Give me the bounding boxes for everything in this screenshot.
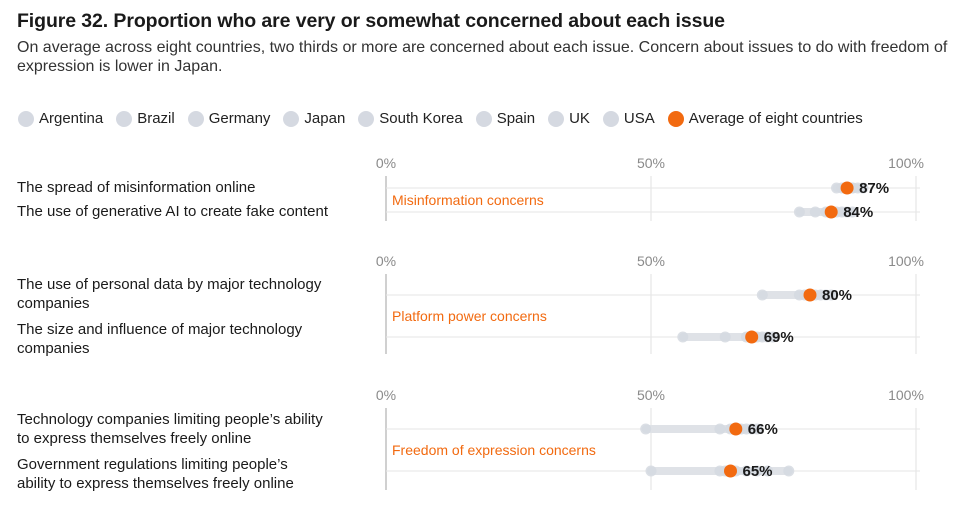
average-dot xyxy=(745,330,759,344)
row-label-line: to express themselves freely online xyxy=(17,430,251,447)
average-value-label: 87% xyxy=(859,180,889,197)
tick-label: 50% xyxy=(637,253,665,269)
average-dot xyxy=(724,464,737,478)
legend-label: Japan xyxy=(304,110,346,127)
row-label: Technology companies limiting people’s a… xyxy=(17,411,323,447)
country-dot xyxy=(756,289,768,301)
legend-swatch xyxy=(283,110,300,127)
legend: Argentina Brazil Germany Japan South Kor… xyxy=(18,110,876,127)
legend-item-japan[interactable]: Japan xyxy=(283,110,345,127)
row-label-line: The size and influence of major technolo… xyxy=(17,321,303,338)
average-dot xyxy=(803,288,817,302)
country-dot xyxy=(809,206,821,218)
legend-swatch xyxy=(548,110,565,127)
row-label-line: companies xyxy=(17,295,90,312)
group-label: Platform power concerns xyxy=(392,308,547,324)
legend-item-usa[interactable]: USA xyxy=(602,110,655,127)
legend-item-spain[interactable]: Spain xyxy=(475,110,536,127)
average-value-label: 84% xyxy=(843,204,873,221)
legend-swatch xyxy=(475,110,492,127)
row-label: The use of generative AI to create fake … xyxy=(17,203,329,220)
country-dot xyxy=(825,289,837,301)
country-dot xyxy=(767,331,779,343)
country-dot xyxy=(857,182,869,194)
row-label-line: ability to express themselves freely onl… xyxy=(17,475,294,492)
legend-swatch xyxy=(18,110,34,127)
legend-item-brazil[interactable]: Brazil xyxy=(116,110,175,127)
row-label-line: Government regulations limiting people’s xyxy=(17,456,288,473)
legend-label: South Korea xyxy=(379,110,463,127)
tick-label: 0% xyxy=(376,253,396,269)
tick-label: 0% xyxy=(376,155,396,171)
tick-label: 50% xyxy=(637,387,665,403)
average-dot xyxy=(729,422,743,436)
country-dot xyxy=(793,206,805,218)
legend-swatch xyxy=(116,110,133,127)
panel-3: 0% 50% 100% Freedom of expression concerns T… xyxy=(17,387,924,492)
row-label: The use of personal data by major techno… xyxy=(17,276,322,312)
panel-2: 0% 50% 100% Platform power concerns The use … xyxy=(17,253,924,357)
average-value-label: 66% xyxy=(748,421,778,438)
country-dot xyxy=(640,423,652,435)
chart-subtitle: On average across eight countries, two t… xyxy=(17,39,948,75)
legend-swatch xyxy=(667,110,684,127)
group-label: Misinformation concerns xyxy=(392,192,544,208)
country-dot xyxy=(751,423,763,435)
country-dot xyxy=(719,331,731,343)
legend-label: Average of eight countries xyxy=(688,110,863,127)
legend-item-south-korea[interactable]: South Korea xyxy=(358,110,463,127)
average-value-label: 69% xyxy=(764,329,794,346)
tick-label: 0% xyxy=(376,387,396,403)
tick-label: 100% xyxy=(888,387,924,403)
legend-item-average[interactable]: Average of eight countries xyxy=(667,110,863,127)
row-label-line: Technology companies limiting people’s a… xyxy=(17,411,323,428)
country-dot xyxy=(677,331,689,343)
country-dot xyxy=(762,465,774,477)
tick-label: 100% xyxy=(888,253,924,269)
chart-title: Figure 32. Proportion who are very or so… xyxy=(17,10,725,32)
legend-item-argentina[interactable]: Argentina xyxy=(18,110,103,127)
row-label: The size and influence of major technolo… xyxy=(17,321,303,357)
country-dot xyxy=(645,465,657,477)
average-dot xyxy=(840,181,854,195)
country-dot xyxy=(714,423,726,435)
group-label: Freedom of expression concerns xyxy=(392,442,596,458)
legend-label: USA xyxy=(623,110,655,127)
legend-swatch xyxy=(358,110,375,127)
row-label: Government regulations limiting people’s… xyxy=(17,456,294,492)
legend-label: Spain xyxy=(496,110,536,127)
row-label-line: companies xyxy=(17,340,90,357)
panel-1: 0% 50% 100% Misinformation concerns The spre… xyxy=(17,155,924,221)
tick-label: 50% xyxy=(637,155,665,171)
average-dot xyxy=(824,205,838,219)
row-label: The spread of misinformation online xyxy=(17,179,255,196)
legend-label: UK xyxy=(569,110,590,127)
legend-label: Germany xyxy=(208,110,271,127)
country-dot xyxy=(740,465,752,477)
legend-label: Brazil xyxy=(137,110,175,127)
country-dot xyxy=(751,465,763,477)
row-label-line: The use of personal data by major techno… xyxy=(17,276,322,293)
legend-item-uk[interactable]: UK xyxy=(548,110,590,127)
tick-label: 100% xyxy=(888,155,924,171)
legend-item-germany[interactable]: Germany xyxy=(187,110,271,127)
legend-swatch xyxy=(187,110,204,127)
legend-label: Argentina xyxy=(39,110,104,127)
average-value-label: 80% xyxy=(822,287,852,304)
country-dot xyxy=(846,206,858,218)
country-dot xyxy=(783,465,795,477)
average-value-label: 65% xyxy=(743,463,773,480)
legend-swatch xyxy=(602,110,619,127)
